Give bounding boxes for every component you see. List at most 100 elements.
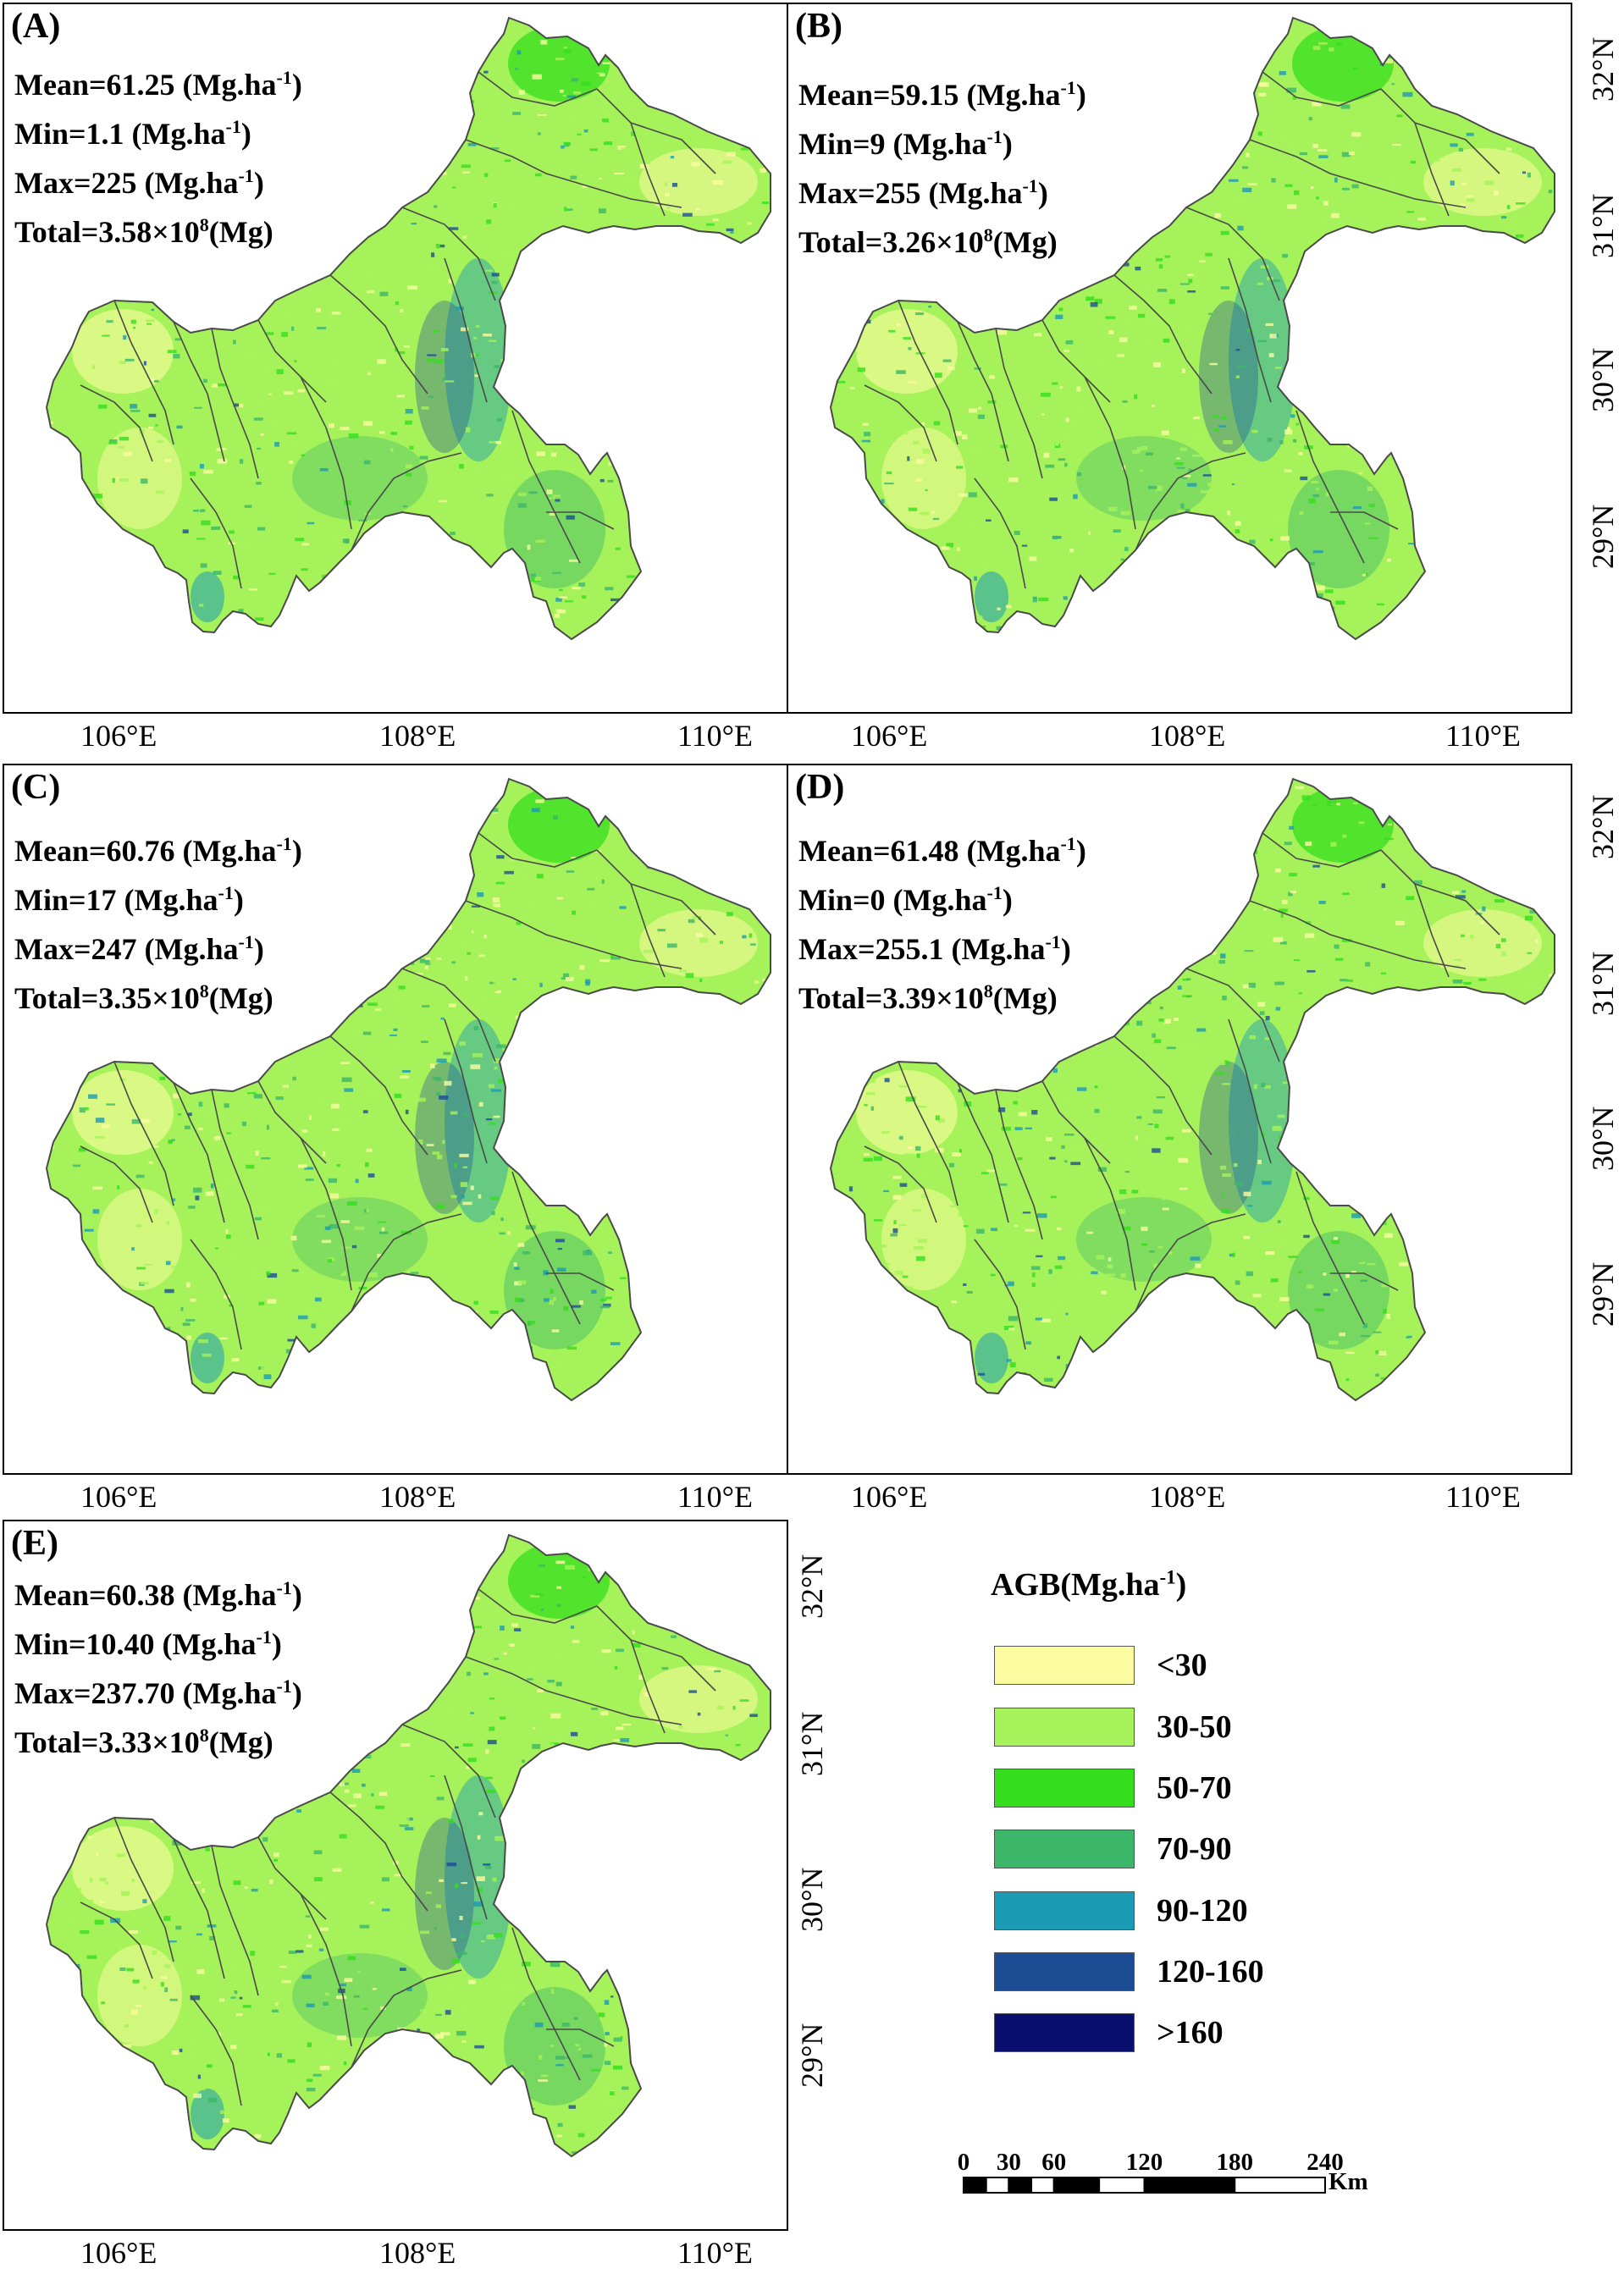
agb-pixel <box>938 1374 942 1378</box>
agb-pixel <box>980 568 984 571</box>
agb-pixel <box>696 1560 704 1564</box>
agb-pixel <box>604 2000 610 2006</box>
agb-pixel <box>1039 1352 1042 1358</box>
agb-pixel <box>284 316 290 320</box>
agb-pixel <box>526 344 533 346</box>
agb-pixel <box>1410 160 1416 164</box>
agb-pixel <box>1200 911 1205 917</box>
agb-pixel <box>542 373 550 379</box>
agb-pixel <box>547 1680 555 1683</box>
agb-pixel <box>736 2076 745 2080</box>
agb-pixel <box>1558 1256 1566 1261</box>
agb-pixel <box>1468 300 1473 304</box>
agb-pixel <box>1479 854 1483 858</box>
agb-pixel <box>330 1103 340 1109</box>
agb-pixel <box>727 817 737 821</box>
panel-label: (D) <box>795 768 845 807</box>
agb-pixel <box>385 51 394 56</box>
agb-pixel <box>438 1303 442 1305</box>
agb-pixel <box>547 180 553 185</box>
agb-pixel <box>151 2103 157 2107</box>
agb-pixel <box>564 207 567 212</box>
agb-pixel <box>431 252 435 257</box>
agb-pixel <box>226 1132 231 1134</box>
agb-pixel <box>695 207 700 211</box>
agb-pixel <box>1046 1030 1051 1035</box>
agb-pixel <box>489 1697 495 1700</box>
agb-pixel <box>242 625 248 629</box>
agb-pixel <box>69 1339 76 1344</box>
agb-pixel <box>505 1078 509 1081</box>
agb-pixel <box>737 1953 746 1957</box>
agb-pixel <box>1438 1223 1446 1228</box>
agb-pixel <box>1482 384 1492 388</box>
agb-pixel <box>869 793 875 797</box>
agb-pixel <box>581 1827 592 1830</box>
agb-pixel <box>320 1927 329 1931</box>
agb-pixel <box>255 1151 259 1156</box>
agb-pixel <box>532 1743 541 1749</box>
agb-pixel <box>245 1391 254 1396</box>
agb-pixel <box>526 897 530 900</box>
agb-pixel <box>267 1044 277 1047</box>
agb-pixel <box>655 1347 661 1352</box>
agb-pixel <box>1556 63 1565 64</box>
agb-pixel <box>1282 253 1289 258</box>
agb-pixel <box>1065 417 1069 422</box>
agb-pixel <box>675 1653 686 1658</box>
agb-pixel <box>1305 842 1312 847</box>
district-boundary <box>329 1035 428 1156</box>
agb-pixel <box>528 331 535 334</box>
scale-bar-label: 180 <box>1216 2149 1254 2176</box>
agb-pixel <box>544 1298 550 1302</box>
agb-pixel <box>135 1174 145 1178</box>
agb-pixel <box>1090 930 1096 935</box>
agb-pixel <box>741 113 748 119</box>
agb-pixel <box>514 1628 522 1631</box>
agb-pixel <box>631 2118 634 2124</box>
agb-pixel <box>1078 1285 1089 1289</box>
agb-pixel <box>659 1126 664 1131</box>
agb-pixel <box>356 148 363 154</box>
agb-pixel <box>654 458 661 461</box>
agb-pixel <box>230 2045 237 2050</box>
agb-pixel <box>1048 1269 1052 1274</box>
agb-pixel <box>229 1252 235 1258</box>
agb-pixel <box>941 546 950 550</box>
agb-pixel <box>841 336 850 340</box>
agb-pixel <box>870 1205 876 1207</box>
agb-pixel <box>1345 1273 1350 1278</box>
agb-pixel <box>419 958 430 963</box>
agb-zone <box>1423 909 1542 977</box>
agb-pixel <box>1316 585 1325 591</box>
agb-pixel <box>742 1674 747 1678</box>
agb-pixel <box>146 319 155 323</box>
agb-pixel <box>320 1651 331 1654</box>
agb-pixel <box>495 440 502 444</box>
agb-pixel <box>1241 64 1248 67</box>
agb-pixel <box>39 1186 43 1189</box>
agb-pixel <box>1511 606 1521 611</box>
agb-pixel <box>887 628 896 632</box>
agb-pixel <box>735 1743 741 1747</box>
agb-pixel <box>1345 925 1352 930</box>
agb-pixel <box>1417 217 1427 221</box>
agb-pixel <box>599 240 603 244</box>
agb-pixel <box>542 1901 549 1905</box>
agb-pixel <box>1149 1055 1157 1059</box>
agb-pixel <box>1243 1191 1251 1196</box>
agb-pixel <box>202 1353 212 1357</box>
agb-pixel <box>930 548 938 553</box>
y-tick-label: 30°N <box>1586 1106 1620 1171</box>
agb-pixel <box>1014 1224 1018 1227</box>
agb-pixel <box>573 1637 581 1642</box>
agb-pixel <box>986 567 993 571</box>
agb-pixel <box>1161 211 1166 214</box>
agb-pixel <box>1537 120 1547 125</box>
agb-pixel <box>446 1862 457 1867</box>
agb-pixel <box>233 1948 241 1953</box>
agb-pixel <box>710 1827 720 1832</box>
agb-pixel <box>823 386 826 388</box>
agb-pixel <box>470 1712 474 1714</box>
agb-pixel <box>725 2103 732 2107</box>
